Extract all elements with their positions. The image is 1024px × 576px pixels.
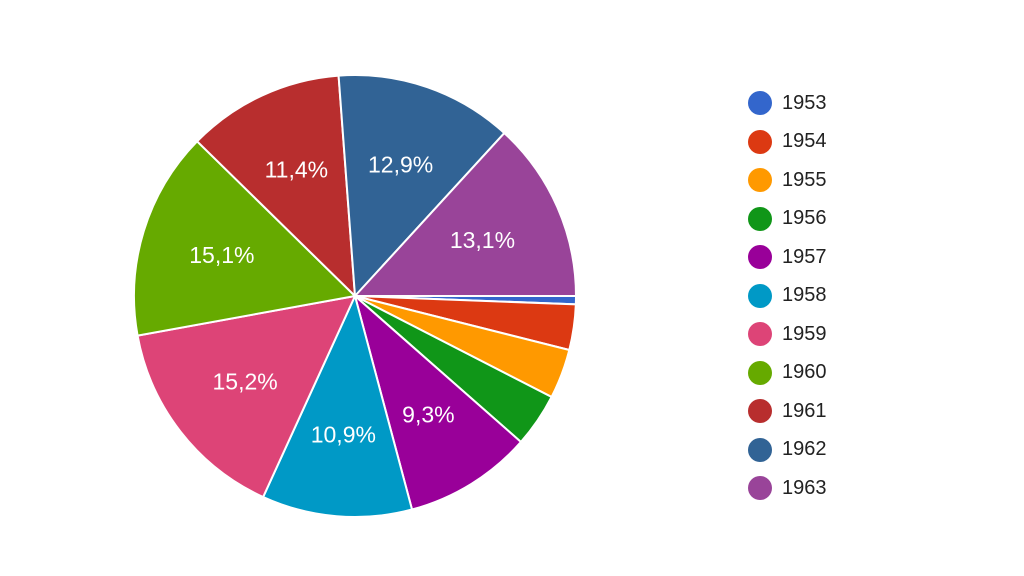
- slice-label-1958: 10,9%: [311, 422, 376, 448]
- legend-item-1955[interactable]: 1955: [748, 161, 908, 200]
- legend-item-1960[interactable]: 1960: [748, 354, 908, 393]
- legend-item-1963[interactable]: 1963: [748, 469, 908, 508]
- legend-item-1953[interactable]: 1953: [748, 84, 908, 123]
- pie-slice-1960[interactable]: [133, 139, 358, 337]
- legend-swatch-1955: [748, 168, 772, 193]
- legend-swatch-1962: [748, 437, 772, 462]
- legend-label-1962: 1962: [782, 438, 827, 461]
- pie-slice-1957[interactable]: [353, 293, 523, 511]
- legend-swatch-1957: [748, 245, 772, 270]
- chart-legend: 1953 1954 1955 1956 1957 1958 1959 1960 1961 1962…: [748, 84, 908, 508]
- legend-item-1956[interactable]: 1956: [748, 200, 908, 239]
- legend-swatch-1954: [748, 129, 772, 154]
- legend-label-1961: 1961: [782, 399, 827, 422]
- slice-label-1960: 15,1%: [189, 242, 254, 268]
- legend-label-1954: 1954: [782, 130, 827, 153]
- slice-label-1957: 9,3%: [402, 401, 454, 427]
- legend-item-1962[interactable]: 1962: [748, 431, 908, 470]
- legend-label-1953: 1953: [782, 91, 827, 114]
- legend-label-1963: 1963: [782, 476, 827, 499]
- slice-label-1959: 15,2%: [213, 369, 278, 395]
- legend-swatch-1963: [748, 476, 772, 501]
- pie-slice-1962[interactable]: [337, 74, 506, 299]
- legend-swatch-1953: [748, 91, 772, 116]
- legend-label-1959: 1959: [782, 322, 827, 345]
- legend-swatch-1960: [748, 360, 772, 385]
- pie-slice-1963[interactable]: [352, 131, 578, 297]
- slice-label-1963: 13,1%: [450, 227, 515, 253]
- legend-item-1959[interactable]: 1959: [748, 315, 908, 354]
- pie-slice-1958[interactable]: [261, 293, 414, 518]
- pie-slice-1959[interactable]: [136, 294, 357, 499]
- legend-label-1957: 1957: [782, 245, 827, 268]
- legend-label-1956: 1956: [782, 207, 827, 230]
- legend-swatch-1961: [748, 399, 772, 424]
- legend-item-1957[interactable]: 1957: [748, 238, 908, 277]
- legend-label-1955: 1955: [782, 168, 827, 191]
- legend-label-1960: 1960: [782, 361, 827, 384]
- legend-item-1961[interactable]: 1961: [748, 392, 908, 431]
- legend-item-1954[interactable]: 1954: [748, 123, 908, 162]
- slice-label-1961: 11,4%: [265, 157, 329, 183]
- legend-swatch-1958: [748, 283, 772, 308]
- legend-swatch-1956: [748, 206, 772, 231]
- legend-label-1958: 1958: [782, 284, 827, 307]
- legend-swatch-1959: [748, 322, 772, 347]
- slice-label-1962: 12,9%: [368, 151, 433, 177]
- legend-item-1958[interactable]: 1958: [748, 277, 908, 316]
- pie-slice-1961[interactable]: [195, 74, 357, 299]
